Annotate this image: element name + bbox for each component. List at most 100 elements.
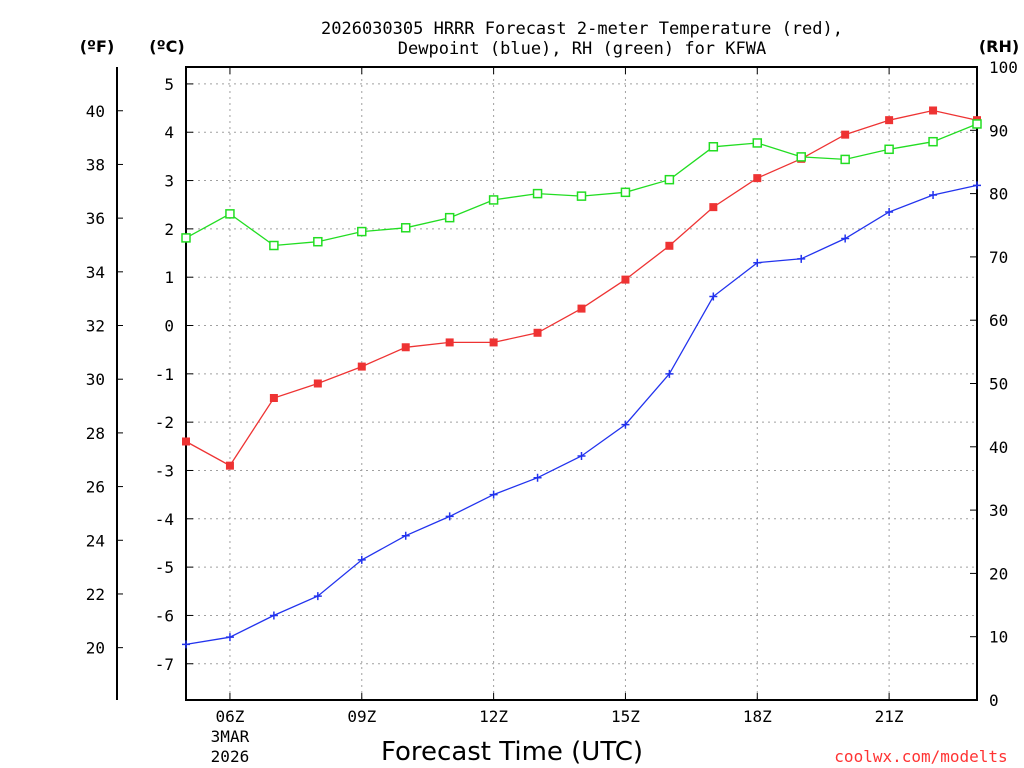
rh-unit-label: (RH) (979, 37, 1019, 56)
2-meter-temperature-point (269, 393, 278, 402)
celsius-tick-label: 4 (164, 123, 174, 142)
celsius-tick-label: -4 (155, 510, 174, 529)
relative-humidity-point (181, 233, 191, 243)
celsius-tick-label: -5 (155, 558, 174, 577)
x-tick-label: 21Z (875, 707, 904, 726)
dewpoint-point (357, 555, 366, 564)
2-meter-temperature-point (357, 362, 366, 371)
dewpoint-point (973, 181, 981, 190)
relative-humidity-point (928, 136, 938, 147)
dewpoint-point (929, 191, 938, 200)
dewpoint-point (665, 369, 674, 378)
2-meter-temperature-point (885, 116, 894, 125)
rh-tick-label: 100 (989, 58, 1018, 77)
rh-tick-label: 80 (989, 185, 1008, 204)
relative-humidity-point (269, 240, 279, 251)
chart-title: 2026030305 HRRR Forecast 2-meter Tempera… (321, 19, 843, 39)
dewpoint-point (489, 490, 498, 499)
dewpoint-point (577, 451, 586, 460)
relative-humidity-point (664, 174, 675, 185)
dewpoint-point (533, 473, 542, 482)
2-meter-temperature-point (841, 130, 850, 139)
2-meter-temperature-point (225, 461, 234, 470)
2-meter-temperature-point (182, 437, 190, 446)
x-axis-title: Forecast Time (UTC) (381, 737, 643, 767)
2-meter-temperature-point (489, 338, 498, 347)
celsius-tick-label: -2 (155, 413, 174, 432)
2-meter-temperature-point (621, 275, 630, 284)
celsius-tick-label: 2 (164, 220, 174, 239)
fahrenheit-tick-label: 20 (86, 639, 105, 658)
fahrenheit-unit-label: (ºF) (80, 37, 115, 56)
rh-tick-label: 40 (989, 438, 1008, 457)
fahrenheit-tick-label: 22 (86, 585, 105, 604)
relative-humidity-point (752, 138, 763, 148)
relative-humidity-point (400, 223, 411, 233)
relative-humidity-point (708, 142, 719, 152)
fahrenheit-tick-label: 28 (86, 424, 105, 443)
relative-humidity-point (796, 152, 806, 162)
relative-humidity-point (576, 191, 587, 201)
dewpoint-point (753, 258, 762, 267)
dewpoint-point (269, 611, 278, 620)
series (181, 106, 982, 649)
fahrenheit-tick-label: 36 (86, 209, 105, 228)
plot-frame (185, 66, 978, 701)
2-meter-temperature-point (929, 106, 938, 115)
x-tick-date-label: 3MAR (211, 727, 250, 746)
2-meter-temperature-point (533, 328, 542, 337)
x-tick-label: 18Z (743, 707, 772, 726)
2-meter-temperature-point (577, 304, 586, 313)
chart-subtitle: Dewpoint (blue), RH (green) for KFWA (398, 39, 766, 59)
rh-tick-label: 60 (989, 311, 1008, 330)
relative-humidity-point (357, 226, 367, 237)
fahrenheit-tick-label: 30 (86, 370, 105, 389)
relative-humidity-point (444, 212, 455, 223)
relative-humidity-point (313, 236, 323, 247)
dewpoint-point (885, 207, 894, 216)
x-tick-label: 06Z (215, 707, 244, 726)
dewpoint-point (797, 254, 806, 263)
2-meter-temperature-point (445, 338, 454, 347)
celsius-tick-label: -7 (155, 655, 174, 674)
dewpoint-point (841, 234, 850, 243)
rh-tick-label: 20 (989, 564, 1008, 583)
relative-humidity-point (972, 119, 982, 129)
celsius-unit-label: (ºC) (149, 37, 184, 56)
dewpoint-point (182, 640, 190, 649)
fahrenheit-tick-label: 40 (86, 102, 105, 121)
dewpoint-line (185, 184, 978, 646)
fahrenheit-tick-label: 24 (86, 531, 105, 550)
2-meter-temperature-point (665, 241, 674, 250)
relative-humidity-point (884, 144, 894, 155)
credit-label: coolwx.com/modelts (834, 747, 1007, 766)
x-tick-label: 15Z (611, 707, 640, 726)
celsius-tick-label: -6 (155, 606, 174, 625)
fahrenheit-tick-label: 34 (86, 263, 105, 282)
dewpoint-point (401, 531, 410, 540)
2-meter-temperature-point (709, 203, 718, 212)
2-meter-temperature-line (185, 109, 978, 467)
fahrenheit-tick-label: 26 (86, 478, 105, 497)
celsius-tick-label: 5 (164, 75, 174, 94)
celsius-tick-label: 0 (164, 317, 174, 336)
2-meter-temperature-point (753, 174, 762, 183)
rh-tick-label: 30 (989, 501, 1008, 520)
x-tick-label: 09Z (347, 707, 376, 726)
celsius-tick-label: -1 (155, 365, 174, 384)
rh-tick-label: 10 (989, 628, 1008, 647)
relative-humidity-point (225, 209, 235, 219)
relative-humidity-point (620, 187, 631, 198)
celsius-tick-label: -3 (155, 461, 174, 480)
fahrenheit-tick-label: 38 (86, 155, 105, 174)
rh-tick-label: 70 (989, 248, 1008, 267)
rh-tick-label: 50 (989, 375, 1008, 394)
relative-humidity-point (840, 154, 850, 165)
relative-humidity-point (488, 195, 499, 205)
dewpoint-point (621, 420, 630, 429)
x-tick-year-label: 2026 (211, 747, 250, 766)
dewpoint-point (313, 592, 322, 601)
x-tick-label: 12Z (479, 707, 508, 726)
